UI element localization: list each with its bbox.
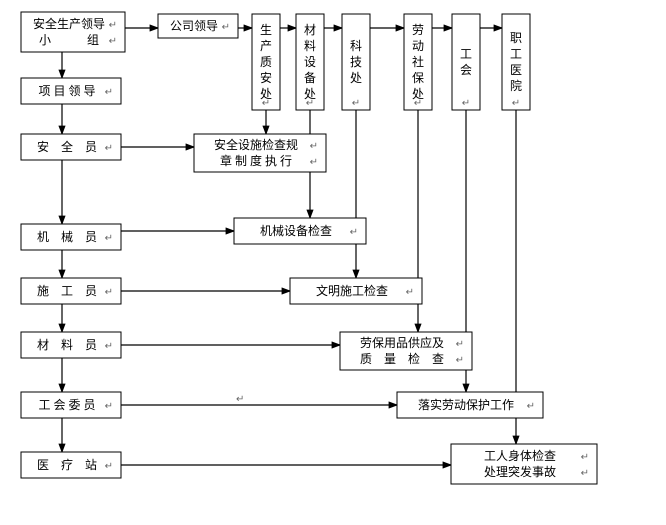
node-n_scqap: 生产质安处↵ — [252, 14, 280, 110]
node-n_aqy: 安 全 员 ↵ — [21, 134, 121, 160]
node-text: 料 — [304, 39, 316, 53]
node-n_aqss: 安全设施检查规 ↵ 章 制 度 执 行 ↵ — [194, 134, 326, 172]
node-n_gsld: 公司领导 ↵ — [158, 14, 238, 38]
node-n_clsbc: 材料设备处↵ — [296, 14, 324, 110]
node-text: 生 — [260, 23, 272, 37]
node-n_ghwy: 工 会 委 员 ↵ — [21, 392, 121, 418]
return-mark: ↵ — [456, 355, 464, 366]
node-text: 安全设施检查规 — [214, 137, 298, 152]
return-mark: ↵ — [310, 157, 318, 168]
return-mark: ↵ — [105, 341, 113, 352]
return-mark: ↵ — [527, 401, 535, 412]
node-text: 安全生产领导 — [33, 16, 105, 31]
return-mark: ↵ — [105, 401, 113, 412]
org-flowchart: 安全生产领导↵小 组↵公司领导↵生产质安处↵材料设备处↵科技处↵劳动社保处↵工会… — [0, 0, 666, 525]
return-mark: ↵ — [105, 233, 113, 244]
node-n_ldsbc: 劳动社保处↵ — [404, 14, 432, 110]
node-text: 医 疗 站 — [37, 458, 97, 472]
node-text: 技 — [350, 55, 362, 69]
return-mark: ↵ — [414, 98, 422, 109]
node-n_wmsg: 文明施工检查 ↵ — [290, 278, 422, 304]
node-text: 机械设备检查 — [260, 223, 332, 238]
return-mark: ↵ — [581, 468, 589, 479]
node-text: 医 — [510, 63, 522, 77]
return-mark: ↵ — [105, 461, 113, 472]
node-text: 产 — [260, 39, 272, 53]
node-n_kjc: 科技处 ↵ — [342, 14, 370, 110]
node-text: 工人身体检查 — [484, 448, 556, 463]
return-mark: ↵ — [581, 452, 589, 463]
return-mark-floating: ↵ — [236, 394, 244, 405]
node-text: 科 — [350, 39, 362, 53]
node-text: 工 — [460, 47, 472, 61]
node-text: 章 制 度 执 行 — [220, 153, 292, 168]
node-n_gh: 工会 ↵ — [452, 14, 480, 110]
return-mark: ↵ — [512, 98, 520, 109]
node-text: 安 — [260, 70, 272, 85]
node-text: 社 — [412, 54, 424, 69]
return-mark: ↵ — [262, 98, 270, 109]
node-text: 劳保用品供应及 — [360, 335, 444, 350]
node-text: 动 — [412, 39, 424, 53]
return-mark: ↵ — [105, 143, 113, 154]
node-text: 落实劳动保护工作 — [418, 397, 514, 412]
node-text: 设 — [304, 55, 316, 69]
node-text: 处 — [350, 71, 362, 85]
node-text: 材 料 员 — [37, 338, 97, 352]
return-mark: ↵ — [350, 227, 358, 238]
node-text: 施 工 员 — [37, 284, 97, 298]
return-mark: ↵ — [109, 20, 117, 31]
node-text: 处理突发事故 — [484, 464, 556, 479]
node-text: 职 — [510, 31, 522, 45]
node-text: 会 — [460, 63, 472, 77]
node-text: 质 — [260, 55, 272, 69]
return-mark: ↵ — [462, 98, 470, 109]
node-text: 文明施工检查 — [316, 283, 388, 298]
return-mark: ↵ — [222, 22, 230, 33]
node-text: 项 目 领 导 — [38, 84, 95, 98]
node-text: 工 会 委 员 — [38, 398, 95, 412]
return-mark: ↵ — [306, 98, 314, 109]
return-mark: ↵ — [456, 339, 464, 350]
return-mark: ↵ — [406, 287, 414, 298]
node-text: 院 — [510, 79, 522, 93]
node-n_cly: 材 料 员 ↵ — [21, 332, 121, 358]
return-mark: ↵ — [105, 287, 113, 298]
node-text: 质 量 检 查 — [360, 351, 444, 366]
node-n_ylz: 医 疗 站 ↵ — [21, 452, 121, 478]
node-text: 备 — [304, 71, 316, 85]
node-text: 劳 — [412, 23, 424, 37]
node-text: 机 械 员 — [37, 229, 97, 244]
node-n_sgy: 施 工 员 ↵ — [21, 278, 121, 304]
node-n_lsld: 落实劳动保护工作 ↵ — [397, 392, 543, 418]
node-n_zgyy: 职工医院 ↵ — [502, 14, 530, 110]
return-mark: ↵ — [310, 141, 318, 152]
node-n_aqsc: 安全生产领导 ↵ 小 组 ↵ — [21, 12, 125, 52]
return-mark: ↵ — [352, 98, 360, 109]
node-n_jxsb: 机械设备检查 ↵ — [234, 218, 366, 244]
node-n_grst: 工人身体检查 ↵ 处理突发事故 ↵ — [451, 444, 597, 484]
node-n_xmld: 项 目 领 导 ↵ — [21, 78, 121, 104]
node-text: 安 全 员 — [37, 139, 97, 154]
node-text: 保 — [412, 71, 424, 85]
node-n_jxy: 机 械 员 ↵ — [21, 224, 121, 250]
node-text: 小 组 — [39, 33, 99, 47]
node-text: 工 — [510, 47, 522, 61]
node-text: 公司领导 — [170, 19, 218, 33]
node-n_lbyp: 劳保用品供应及 ↵ 质 量 检 查 ↵ — [340, 332, 472, 370]
node-text: 材 — [304, 23, 316, 37]
return-mark: ↵ — [109, 36, 117, 47]
return-mark: ↵ — [105, 87, 113, 98]
